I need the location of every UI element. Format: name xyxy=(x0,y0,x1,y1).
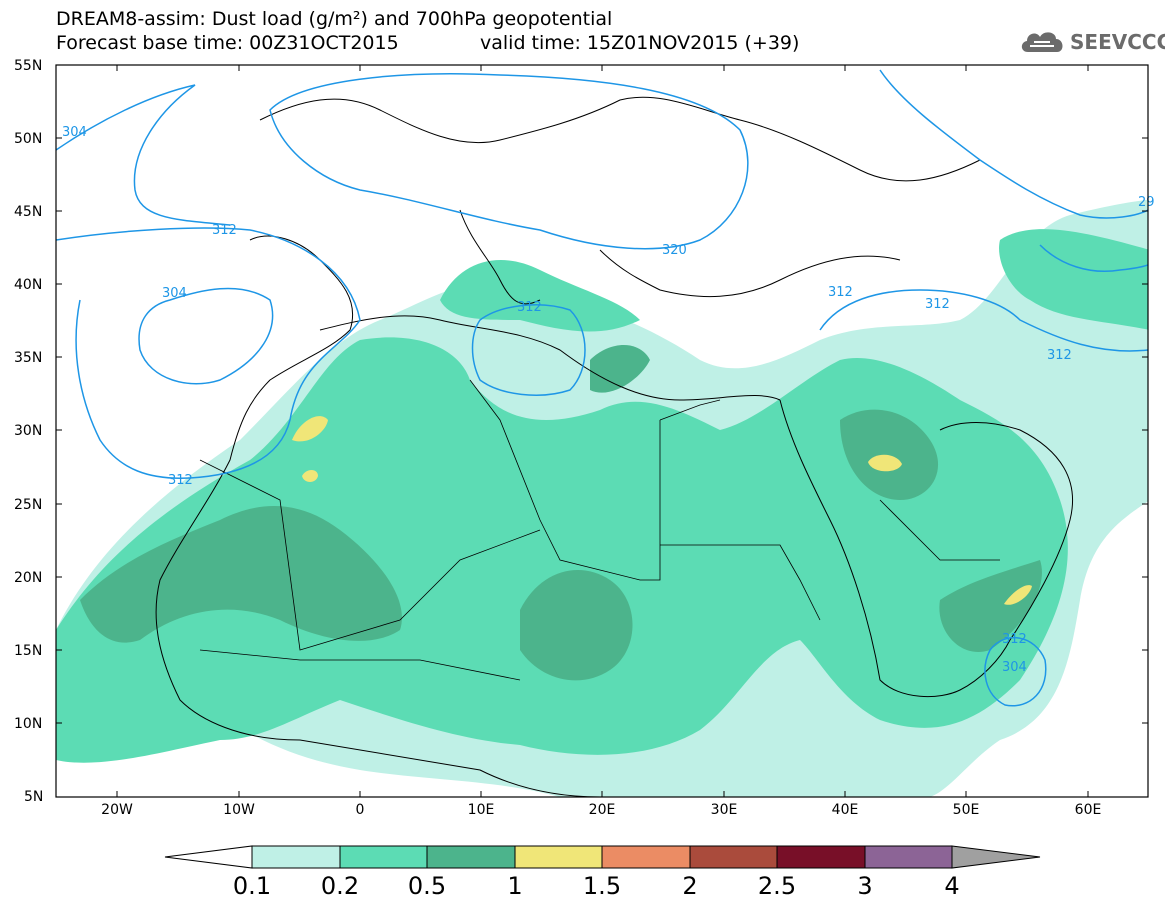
contour-304-iberia xyxy=(138,287,274,385)
contour-312-ne xyxy=(879,69,1148,219)
contour-label: 320 xyxy=(662,243,687,258)
dust-level-0.5-oman xyxy=(939,560,1042,652)
colorbar-swatch-1 xyxy=(514,845,603,869)
valid-time: valid time: 15Z01NOV2015 (+39) xyxy=(480,32,800,54)
lon-label: 10W xyxy=(223,802,255,818)
colorbar-swatch-0.1 xyxy=(251,845,341,869)
contour-label: 312 xyxy=(828,285,853,300)
colorbar-swatch-2 xyxy=(689,845,778,869)
dust-level-1-morocco-2 xyxy=(302,470,318,482)
colorbar xyxy=(164,845,1041,869)
logo-text: SEEVCCC xyxy=(1070,30,1165,54)
colorbar-label: 2 xyxy=(682,872,698,900)
dust-level-0.5-west xyxy=(80,506,402,643)
contour-320-europe xyxy=(269,73,749,250)
italy-coast xyxy=(459,209,541,305)
lon-label: 20W xyxy=(101,802,133,818)
cloud-icon xyxy=(1021,32,1063,52)
lat-label: 35N xyxy=(14,350,42,366)
contour-label-group: 304 312 304 312 320 312 312 312 312 312 … xyxy=(62,125,1155,675)
dust-level-0.5-central xyxy=(520,570,633,681)
colorbar-under-arrow xyxy=(164,845,253,869)
lat-label: 10N xyxy=(14,716,42,732)
lon-label: 20E xyxy=(589,802,616,818)
lat-label: 20N xyxy=(14,570,42,586)
contour-312-aden xyxy=(984,636,1047,707)
dust-level-0.2-caspian xyxy=(999,229,1148,330)
lon-label: 50E xyxy=(953,802,980,818)
dust-level-1-arabia xyxy=(868,454,902,472)
contour-label: 304 xyxy=(162,286,187,301)
colorbar-label: 0.5 xyxy=(407,872,447,900)
africa-west-coast xyxy=(155,235,601,797)
colorbar-label: 4 xyxy=(944,872,960,900)
contour-312-east xyxy=(819,289,1148,352)
dust-level-1-morocco xyxy=(292,416,328,442)
lat-label: 15N xyxy=(14,643,42,659)
lat-label: 5N xyxy=(24,789,43,805)
lat-label: 25N xyxy=(14,497,42,513)
lat-label: 45N xyxy=(14,204,42,220)
dust-level-1-oman xyxy=(1004,585,1032,605)
colorbar-swatch-1.5 xyxy=(601,845,691,869)
balkan-turkey-coast xyxy=(599,249,901,298)
lat-label: 50N xyxy=(14,131,42,147)
colorbar-label: 1 xyxy=(507,872,523,900)
seevccc-logo: SEEVCCC xyxy=(1018,26,1165,60)
lat-label: 40N xyxy=(14,277,42,293)
africa-north-coast xyxy=(319,315,781,401)
geopotential-contours xyxy=(56,69,1148,707)
colorbar-over-arrow xyxy=(951,845,1041,869)
lon-label: 30E xyxy=(711,802,738,818)
contour-304-caspian xyxy=(1039,244,1148,272)
colorbar-label: 1.5 xyxy=(582,872,622,900)
contour-label: 304 xyxy=(1002,660,1027,675)
europe-coast xyxy=(259,96,981,182)
contour-304-west xyxy=(56,84,231,226)
dust-level-0.5-arabia xyxy=(840,409,939,500)
contour-label: 312 xyxy=(925,297,950,312)
lon-label: 60E xyxy=(1075,802,1102,818)
colorbar-swatch-0.2 xyxy=(339,845,428,869)
lat-label: 30N xyxy=(14,423,42,439)
contour-312-west xyxy=(56,227,361,479)
colorbar-label: 0.2 xyxy=(320,872,360,900)
borders xyxy=(199,379,1000,681)
lon-labels: 20W 10W 0 10E 20E 30E 40E 50E 60E xyxy=(101,802,1101,818)
colorbar-label: 3 xyxy=(857,872,873,900)
contour-label: 312 xyxy=(1002,632,1027,647)
contour-label: 312 xyxy=(168,473,193,488)
contour-label: 312 xyxy=(517,300,542,315)
lon-axis xyxy=(116,65,1089,797)
colorbar-label: 0.1 xyxy=(232,872,272,900)
dust-level-0.5-libya xyxy=(590,345,650,393)
colorbar-swatch-3 xyxy=(864,845,953,869)
lon-label: 0 xyxy=(356,802,365,818)
dust-shading xyxy=(56,200,1148,797)
arabia-coast xyxy=(779,399,1074,698)
colorbar-swatch-0.5 xyxy=(426,845,516,869)
contour-312-med xyxy=(471,304,586,396)
colorbar-label: 2.5 xyxy=(757,872,797,900)
colorbar-swatch-2.5 xyxy=(776,845,866,869)
map-title: DREAM8-assim: Dust load (g/m²) and 700hP… xyxy=(56,8,613,30)
contour-label: 312 xyxy=(1047,348,1072,363)
lat-label: 55N xyxy=(14,58,42,74)
contour-label: 312 xyxy=(212,223,237,238)
contour-label: 29 xyxy=(1138,195,1155,210)
lon-label: 10E xyxy=(468,802,495,818)
lat-axis xyxy=(56,64,1148,724)
lon-label: 40E xyxy=(832,802,859,818)
lat-labels: 55N 50N 45N 40N 35N 30N 25N 20N 15N 10N … xyxy=(14,58,43,805)
contour-label: 304 xyxy=(62,125,87,140)
dust-level-0.2 xyxy=(56,337,1068,763)
coastlines xyxy=(155,96,1074,797)
forecast-base-time: Forecast base time: 00Z31OCT2015 xyxy=(56,32,399,54)
